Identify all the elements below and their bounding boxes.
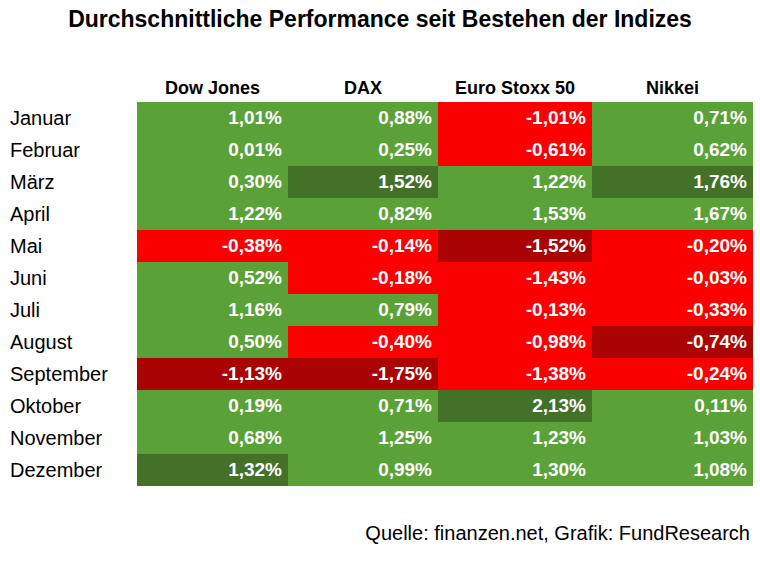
heatmap-cell: 1,01%	[137, 102, 288, 134]
heatmap-cell: -0,18%	[288, 262, 438, 294]
column-header: DAX	[288, 72, 438, 102]
heatmap-cell: 0,99%	[288, 454, 438, 486]
heatmap-cell: 0,71%	[592, 102, 753, 134]
heatmap-cell: -0,24%	[592, 358, 753, 390]
heatmap-cell: -0,74%	[592, 326, 753, 358]
heatmap-cell: 0,88%	[288, 102, 438, 134]
heatmap-cell: -0,13%	[438, 294, 592, 326]
heatmap-cell: 1,67%	[592, 198, 753, 230]
heatmap-cell: -1,01%	[438, 102, 592, 134]
row-label: Februar	[0, 134, 137, 166]
heatmap-cell: 0,25%	[288, 134, 438, 166]
heatmap-cell: 0,68%	[137, 422, 288, 454]
row-label: März	[0, 166, 137, 198]
source-caption: Quelle: finanzen.net, Grafik: FundResear…	[365, 520, 750, 546]
row-label: April	[0, 198, 137, 230]
heatmap-cell: 1,53%	[438, 198, 592, 230]
column-header: Dow Jones	[137, 72, 288, 102]
heatmap-cell: 0,11%	[592, 390, 753, 422]
heatmap-cell: -1,43%	[438, 262, 592, 294]
column-header: Euro Stoxx 50	[438, 72, 592, 102]
heatmap-cell: 0,62%	[592, 134, 753, 166]
heatmap-cell: 0,30%	[137, 166, 288, 198]
heatmap-cell: 1,30%	[438, 454, 592, 486]
heatmap-cell: -0,20%	[592, 230, 753, 262]
heatmap-cell: 0,79%	[288, 294, 438, 326]
heatmap-cell: -1,13%	[137, 358, 288, 390]
heatmap-cell: 0,52%	[137, 262, 288, 294]
heatmap-cell: 1,76%	[592, 166, 753, 198]
heatmap-cell: 1,22%	[137, 198, 288, 230]
heatmap-cell: -0,38%	[137, 230, 288, 262]
heatmap-cell: 0,50%	[137, 326, 288, 358]
row-label: Mai	[0, 230, 137, 262]
row-label: Oktober	[0, 390, 137, 422]
heatmap: Dow JonesDAXEuro Stoxx 50NikkeiJanuar1,0…	[0, 72, 753, 486]
heatmap-cell: -0,98%	[438, 326, 592, 358]
row-label: August	[0, 326, 137, 358]
chart-canvas: Durchschnittliche Performance seit Beste…	[0, 0, 760, 562]
heatmap-cell: 2,13%	[438, 390, 592, 422]
heatmap-cell: 1,16%	[137, 294, 288, 326]
heatmap-cell: 0,71%	[288, 390, 438, 422]
heatmap-cell: 1,23%	[438, 422, 592, 454]
heatmap-cell: -0,33%	[592, 294, 753, 326]
page-title: Durchschnittliche Performance seit Beste…	[0, 6, 760, 33]
heatmap-cell: 1,52%	[288, 166, 438, 198]
row-label: September	[0, 358, 137, 390]
heatmap-cell: 1,32%	[137, 454, 288, 486]
corner-cell	[0, 72, 137, 102]
heatmap-cell: 1,25%	[288, 422, 438, 454]
column-header: Nikkei	[592, 72, 753, 102]
heatmap-cell: 1,03%	[592, 422, 753, 454]
heatmap-cell: -0,14%	[288, 230, 438, 262]
heatmap-cell: -0,61%	[438, 134, 592, 166]
heatmap-cell: 1,22%	[438, 166, 592, 198]
heatmap-cell: -1,75%	[288, 358, 438, 390]
heatmap-cell: -0,03%	[592, 262, 753, 294]
heatmap-cell: -0,40%	[288, 326, 438, 358]
row-label: November	[0, 422, 137, 454]
row-label: Juli	[0, 294, 137, 326]
heatmap-cell: -1,38%	[438, 358, 592, 390]
row-label: Dezember	[0, 454, 137, 486]
heatmap-cell: 1,08%	[592, 454, 753, 486]
heatmap-cell: 0,19%	[137, 390, 288, 422]
row-label: Juni	[0, 262, 137, 294]
heatmap-cell: -1,52%	[438, 230, 592, 262]
row-label: Januar	[0, 102, 137, 134]
heatmap-cell: 0,01%	[137, 134, 288, 166]
heatmap-cell: 0,82%	[288, 198, 438, 230]
